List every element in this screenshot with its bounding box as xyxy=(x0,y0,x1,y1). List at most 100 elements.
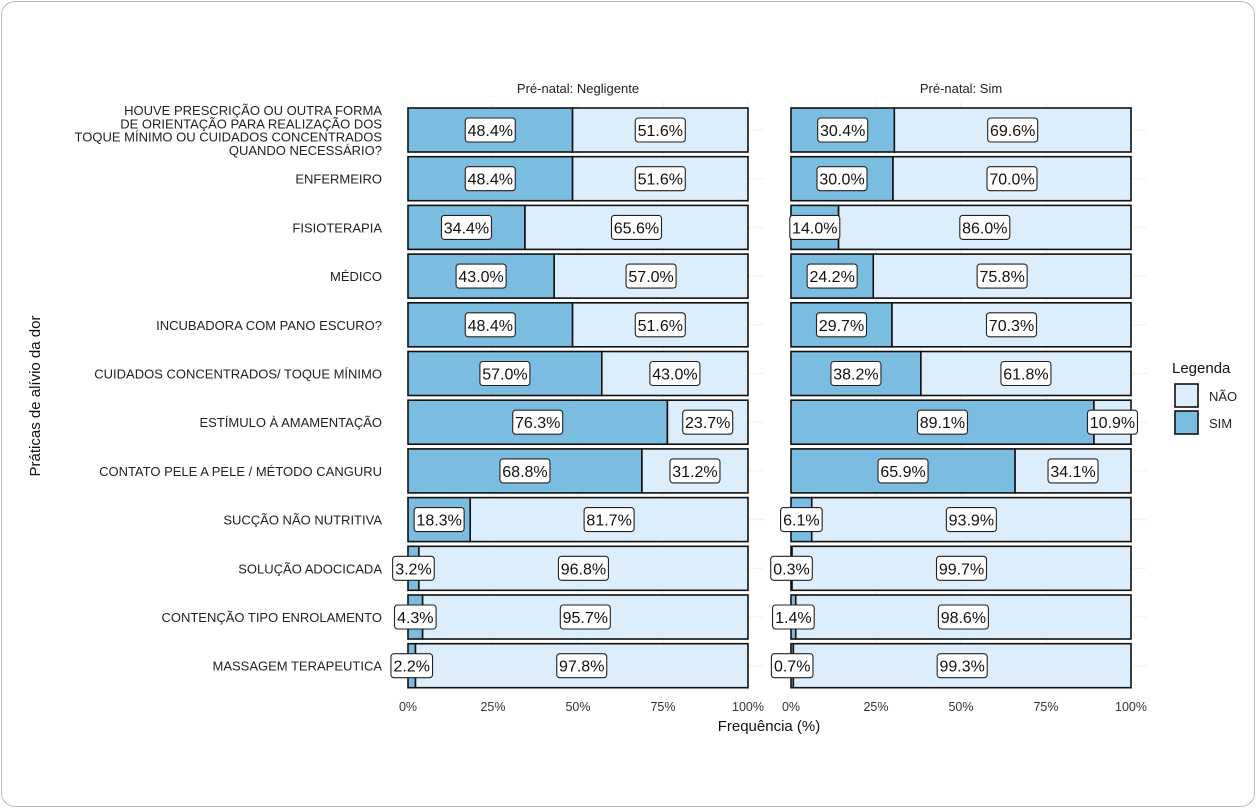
x-tick-label: 0% xyxy=(399,700,417,714)
value-label-box xyxy=(625,263,677,289)
category-label: ENFERMEIRO xyxy=(295,172,382,187)
value-label-box xyxy=(610,214,663,240)
value-label: 97.8% xyxy=(559,659,604,676)
category-label: HOUVE PRESCRIÇÃO OU OUTRA FORMA xyxy=(124,103,382,118)
value-label-box xyxy=(479,360,531,387)
value-label: 65.6% xyxy=(614,220,659,237)
value-label: 43.0% xyxy=(652,367,697,384)
value-label-box xyxy=(815,312,868,338)
value-label: 1.4% xyxy=(775,610,811,627)
value-label: 96.8% xyxy=(561,561,606,578)
value-label-box xyxy=(936,653,988,679)
value-label: 31.2% xyxy=(672,464,717,481)
value-label-box xyxy=(780,507,823,533)
category-label: DE ORIENTAÇÃO PARA REALIZAÇÃO DOS xyxy=(120,116,382,131)
value-label: 30.4% xyxy=(820,123,865,140)
bar-nao xyxy=(920,350,1132,397)
value-label: 68.8% xyxy=(502,464,547,481)
value-label-box xyxy=(945,507,997,533)
value-label: 51.6% xyxy=(638,318,683,335)
x-tick-label: 25% xyxy=(480,700,505,714)
value-label: 48.4% xyxy=(468,123,513,140)
legend-swatch-nao xyxy=(1174,383,1199,408)
value-label: 57.0% xyxy=(628,269,673,286)
value-label: 48.4% xyxy=(468,318,513,335)
category-label: CUIDADOS CONCENTRADOS/ TOQUE MÍNIMO xyxy=(94,367,382,382)
value-label: 24.2% xyxy=(809,269,854,286)
value-label-box xyxy=(987,117,1039,143)
category-label: MASSAGEM TERAPEUTICA xyxy=(212,659,382,674)
value-label: 70.0% xyxy=(989,172,1034,189)
value-label-box xyxy=(770,653,814,679)
value-label: 34.4% xyxy=(444,220,489,237)
category-label: TOQUE MÍNIMO OU CUIDADOS CONCENTRADOS xyxy=(75,130,383,145)
value-label-box xyxy=(559,604,611,630)
value-label-box xyxy=(770,555,813,581)
value-label: 81.7% xyxy=(586,513,631,530)
value-label: 10.9% xyxy=(1090,415,1135,432)
value-label: 51.6% xyxy=(638,172,683,189)
value-label: 0.7% xyxy=(774,659,810,676)
category-label: INCUBADORA COM PANO ESCURO? xyxy=(156,318,382,333)
value-label: 99.3% xyxy=(940,659,985,676)
x-tick-label: 50% xyxy=(948,700,973,714)
panel-title: Pré-natal: Negligente xyxy=(517,81,639,96)
value-label-box xyxy=(806,263,858,289)
legend-label: NÃO xyxy=(1209,389,1237,404)
panel-title: Pré-natal: Sim xyxy=(920,81,1002,96)
x-tick-label: 0% xyxy=(782,700,800,714)
value-label-box xyxy=(1086,409,1139,435)
value-label: 0.3% xyxy=(773,561,809,578)
bar-sim xyxy=(790,301,893,348)
value-label-box xyxy=(634,117,686,143)
value-label: 43.0% xyxy=(458,269,503,286)
category-label: ESTÍMULO À AMAMENTAÇÃO xyxy=(199,415,382,430)
value-label: 69.6% xyxy=(990,123,1035,140)
x-tick-label: 100% xyxy=(732,700,764,714)
value-label: 76.3% xyxy=(515,415,560,432)
x-tick-label: 75% xyxy=(650,700,675,714)
value-label-box xyxy=(634,312,686,338)
value-label: 30.0% xyxy=(819,172,864,189)
category-label: CONTENÇÃO TIPO ENROLAMENTO xyxy=(161,610,382,625)
value-label-box xyxy=(390,653,434,679)
bar-nao xyxy=(571,107,749,153)
value-label-box xyxy=(455,263,507,289)
x-tick-label: 100% xyxy=(1115,700,1147,714)
value-label-box xyxy=(817,117,869,143)
legend-swatch-sim xyxy=(1174,410,1199,435)
value-label: 57.0% xyxy=(482,367,527,384)
value-label-box xyxy=(772,604,815,630)
value-label-box xyxy=(634,166,686,192)
value-label: 48.4% xyxy=(468,172,513,189)
value-label: 99.7% xyxy=(939,561,984,578)
value-label-box xyxy=(789,214,841,240)
category-label: FISIOTERAPIA xyxy=(292,220,382,235)
value-label: 34.1% xyxy=(1050,464,1095,481)
value-label: 2.2% xyxy=(394,659,430,676)
bar-nao xyxy=(892,155,1132,202)
value-label-box xyxy=(1047,458,1099,484)
bar-sim xyxy=(407,253,555,299)
value-label-box xyxy=(649,360,701,387)
value-label: 75.8% xyxy=(979,269,1024,286)
category-label: MÉDICO xyxy=(330,269,382,284)
x-tick-label: 50% xyxy=(565,700,590,714)
bar-sim xyxy=(790,448,1016,494)
value-label: 51.6% xyxy=(638,123,683,140)
value-label-box xyxy=(959,214,1011,240)
value-label-box xyxy=(413,507,465,533)
value-label: 38.2% xyxy=(833,367,878,384)
value-label-box xyxy=(937,604,989,630)
value-label-box xyxy=(816,166,868,192)
value-label: 14.0% xyxy=(792,220,837,237)
value-label: 86.0% xyxy=(962,220,1007,237)
value-label-box xyxy=(1000,360,1052,387)
category-label: SUCÇÃO NÃO NUTRITIVA xyxy=(223,513,382,528)
value-label-box xyxy=(935,555,988,581)
value-label: 89.1% xyxy=(920,415,965,432)
value-label-box xyxy=(986,166,1038,192)
value-label: 95.7% xyxy=(563,610,608,627)
value-label: 29.7% xyxy=(819,318,864,335)
